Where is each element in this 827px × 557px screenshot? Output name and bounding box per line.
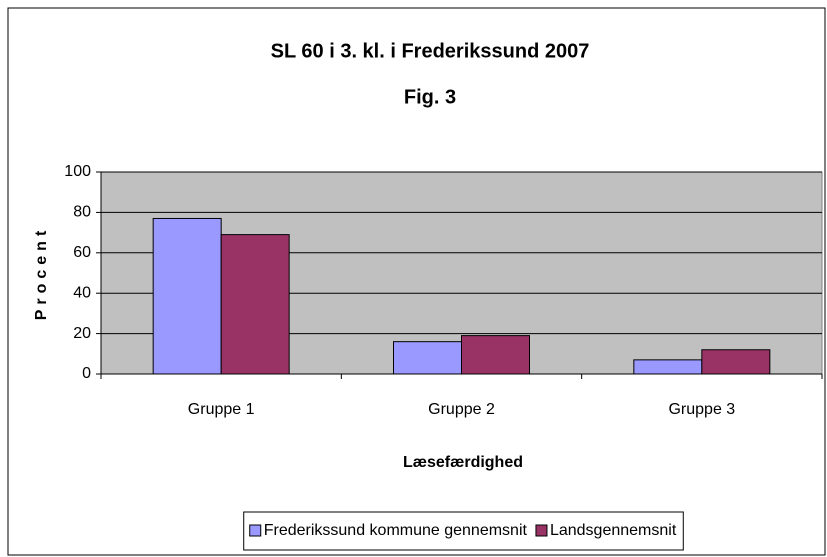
bar bbox=[152, 217, 222, 375]
y-tick-label: 100 bbox=[64, 163, 91, 180]
y-tick-label: 0 bbox=[82, 365, 91, 382]
x-tick-label: Gruppe 2 bbox=[428, 401, 495, 418]
x-axis-label: Læsefærdighed bbox=[403, 454, 523, 471]
y-tick-label: 40 bbox=[73, 284, 91, 301]
legend-swatch bbox=[249, 524, 262, 537]
bar bbox=[393, 341, 462, 375]
bar bbox=[461, 335, 530, 375]
x-tick-label: Gruppe 3 bbox=[668, 401, 735, 418]
legend-swatch bbox=[535, 524, 548, 537]
bar bbox=[220, 234, 290, 375]
y-tick-label: 20 bbox=[73, 325, 91, 342]
bar bbox=[701, 349, 771, 375]
legend-label: Landsgennemsnit bbox=[550, 522, 677, 539]
y-axis-label: Procent bbox=[33, 226, 50, 321]
chart-title: SL 60 i 3. kl. i Frederikssund 2007 bbox=[271, 40, 590, 62]
x-tick-label: Gruppe 1 bbox=[188, 401, 255, 418]
legend-box bbox=[243, 511, 684, 551]
y-tick-label: 60 bbox=[73, 244, 91, 261]
y-tick-label: 80 bbox=[73, 204, 91, 221]
legend-label: Frederikssund kommune gennemsnit bbox=[264, 522, 528, 539]
bar bbox=[633, 359, 703, 375]
chart-subtitle: Fig. 3 bbox=[404, 86, 456, 108]
